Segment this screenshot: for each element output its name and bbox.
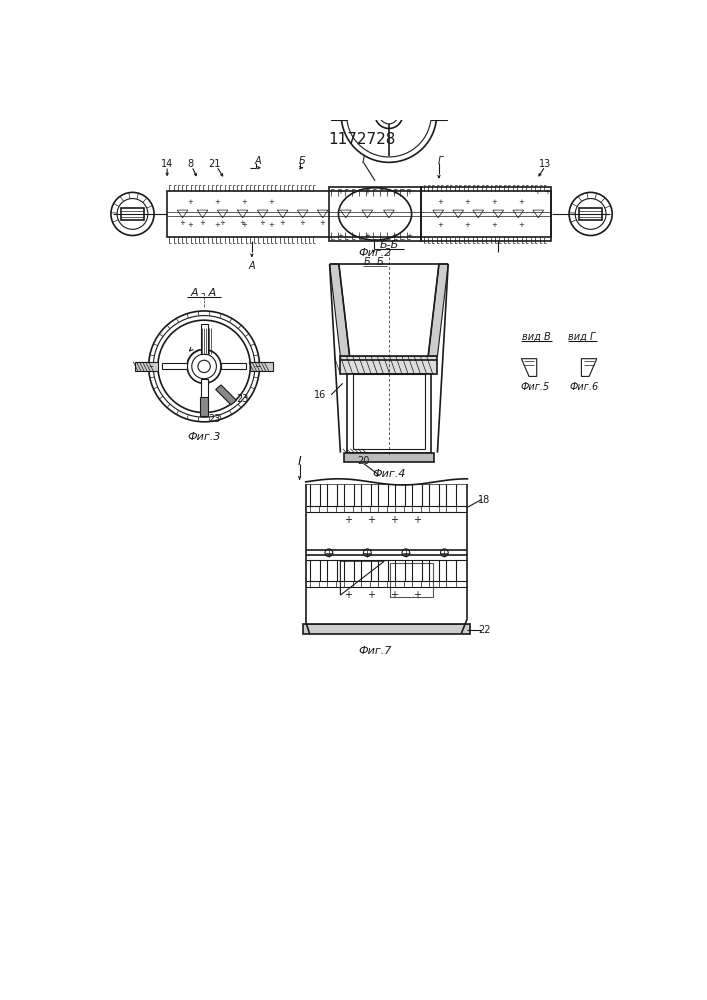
Bar	[162, 363, 187, 369]
Text: 16: 16	[313, 390, 326, 400]
Bar	[329, 187, 421, 241]
Text: I: I	[298, 455, 301, 468]
Bar	[579, 208, 602, 220]
Bar	[344, 453, 433, 462]
Bar	[303, 624, 469, 634]
Bar	[167, 191, 551, 237]
Bar	[135, 362, 158, 371]
Text: +: +	[464, 199, 470, 205]
Text: +: +	[534, 189, 539, 195]
Polygon shape	[329, 264, 350, 356]
Text: Фиг.2: Фиг.2	[358, 248, 392, 258]
Text: 23: 23	[236, 394, 249, 404]
Bar	[250, 362, 274, 371]
Text: +: +	[337, 233, 344, 239]
Text: А: А	[249, 261, 255, 271]
Text: +: +	[518, 222, 525, 228]
Text: +: +	[392, 233, 397, 239]
Text: +: +	[407, 189, 413, 195]
Text: +: +	[344, 590, 352, 600]
Text: +: +	[414, 515, 421, 525]
Text: +: +	[180, 220, 185, 226]
Text: +: +	[344, 515, 352, 525]
Text: +: +	[280, 220, 286, 226]
Text: А: А	[255, 156, 262, 166]
Text: +: +	[414, 590, 421, 600]
Text: 8: 8	[187, 159, 193, 169]
Text: 21: 21	[209, 159, 221, 169]
Text: +: +	[438, 199, 443, 205]
Bar	[201, 324, 208, 354]
Text: +: +	[241, 199, 247, 205]
Text: Г: Г	[438, 156, 443, 166]
Text: Фиг.5: Фиг.5	[520, 382, 550, 392]
Text: +: +	[214, 222, 220, 228]
Text: +: +	[199, 220, 206, 226]
Text: +: +	[268, 222, 274, 228]
Polygon shape	[428, 264, 448, 356]
Bar	[431, 109, 447, 120]
Polygon shape	[200, 397, 208, 416]
Text: +: +	[438, 222, 443, 228]
Text: Б-Б: Б-Б	[379, 240, 399, 250]
Text: 18: 18	[478, 495, 491, 505]
Text: Фиг.6: Фиг.6	[570, 382, 599, 392]
Text: Фиг.7: Фиг.7	[358, 646, 392, 656]
Text: Фиг.3: Фиг.3	[187, 432, 221, 442]
Text: 23: 23	[208, 414, 221, 424]
Text: 13: 13	[539, 159, 551, 169]
Text: +: +	[364, 189, 370, 195]
Text: +: +	[187, 199, 193, 205]
Text: +: +	[268, 199, 274, 205]
Text: +: +	[518, 199, 525, 205]
Text: А - А: А - А	[191, 288, 217, 298]
Bar	[221, 363, 247, 369]
Bar	[340, 356, 438, 374]
Text: +: +	[320, 220, 326, 226]
Bar	[121, 208, 144, 220]
Text: +: +	[407, 233, 413, 239]
Text: Б: Б	[298, 156, 305, 166]
Text: 20: 20	[357, 456, 370, 466]
Text: 14: 14	[161, 159, 173, 169]
Text: +: +	[220, 220, 226, 226]
Text: +: +	[259, 220, 266, 226]
Text: +: +	[544, 189, 549, 195]
Text: +: +	[367, 515, 375, 525]
Text: +: +	[392, 189, 397, 195]
Text: +: +	[214, 199, 220, 205]
Text: +: +	[390, 590, 398, 600]
Text: +: +	[491, 222, 497, 228]
Text: +: +	[464, 222, 470, 228]
Text: Б: Б	[364, 257, 370, 267]
Bar	[390, 563, 433, 597]
Text: 1172728: 1172728	[328, 132, 396, 147]
Text: +: +	[300, 220, 305, 226]
Text: +: +	[364, 233, 370, 239]
Bar	[201, 379, 208, 409]
Text: +: +	[240, 220, 245, 226]
Text: вид Г: вид Г	[568, 332, 595, 342]
Text: +: +	[491, 199, 497, 205]
Text: Фиг.4: Фиг.4	[372, 469, 406, 479]
Text: 22: 22	[478, 625, 491, 635]
Text: I: I	[362, 155, 365, 165]
Text: Б: Б	[376, 257, 383, 267]
Text: вид В: вид В	[522, 332, 551, 342]
Text: +: +	[390, 515, 398, 525]
Text: +: +	[187, 222, 193, 228]
Bar	[421, 187, 551, 241]
Text: +: +	[367, 590, 375, 600]
Bar	[346, 374, 431, 453]
Text: +: +	[241, 222, 247, 228]
Text: +: +	[337, 189, 344, 195]
Bar	[331, 109, 346, 120]
Bar	[353, 374, 425, 449]
Polygon shape	[216, 385, 236, 405]
